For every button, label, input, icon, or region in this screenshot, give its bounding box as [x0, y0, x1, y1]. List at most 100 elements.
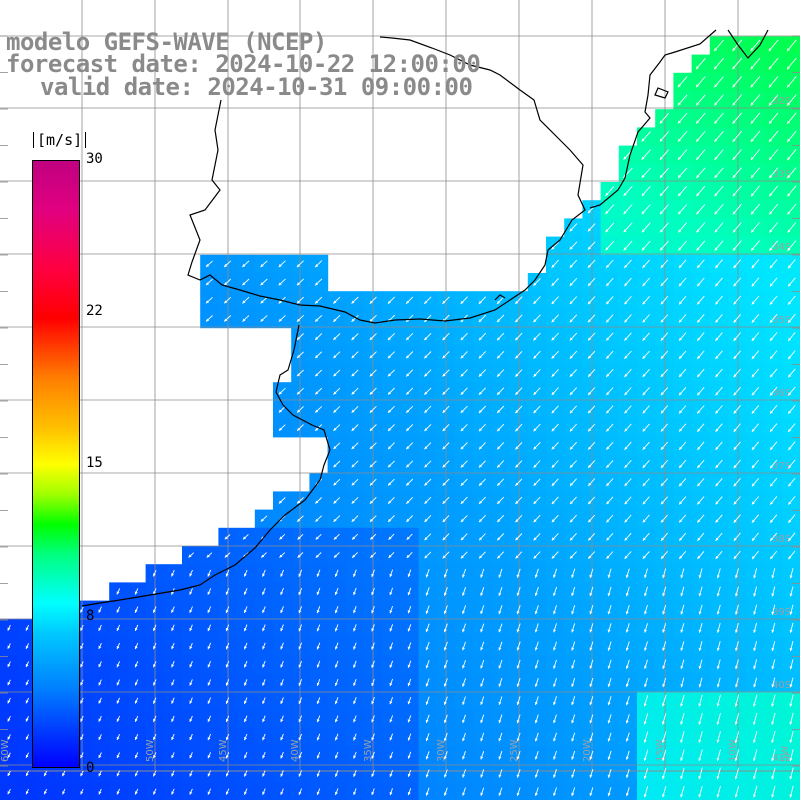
wind-arrow	[768, 222, 779, 233]
valid-date: valid date: 2024-10-31 09:00:00	[40, 73, 473, 101]
wind-arrow	[496, 442, 505, 450]
wind-arrow	[334, 697, 339, 705]
wind-arrow	[787, 332, 796, 342]
wind-arrow	[424, 533, 432, 541]
wind-arrow	[769, 350, 778, 360]
wind-arrow	[189, 569, 193, 577]
wind-arrow	[606, 532, 614, 541]
wind-arrow	[787, 532, 796, 542]
wind-arrow	[407, 697, 412, 705]
wind-arrow	[462, 659, 467, 669]
wind-arrow	[659, 222, 669, 233]
wind-arrow	[462, 769, 466, 778]
coastline	[81, 29, 769, 607]
wind-arrow	[260, 315, 268, 322]
wind-arrow	[714, 185, 724, 197]
wind-arrow	[242, 534, 249, 540]
wind-arrow	[369, 496, 377, 505]
wind-arrow	[533, 441, 541, 450]
wind-arrow	[551, 314, 559, 323]
wind-arrow	[662, 749, 667, 762]
wind-arrow	[116, 697, 121, 704]
wind-arrow	[696, 405, 705, 414]
wind-arrow	[224, 552, 231, 558]
wind-arrow	[789, 749, 794, 762]
wind-arrow	[642, 514, 650, 523]
wind-arrow	[425, 732, 430, 742]
wind-arrow	[624, 551, 632, 560]
wind-arrow	[534, 605, 539, 615]
wind-arrow	[278, 260, 286, 268]
wind-arrow	[333, 442, 341, 450]
wind-arrow	[116, 788, 121, 795]
wind-arrow	[243, 752, 248, 759]
wind-arrow	[696, 332, 705, 342]
wind-arrow	[659, 112, 670, 124]
wind-arrow	[660, 277, 669, 287]
wind-arrow	[387, 515, 395, 523]
wind-arrow	[607, 696, 612, 706]
wind-arrow	[442, 423, 450, 432]
wind-arrow	[696, 459, 705, 469]
wind-arrow	[716, 659, 721, 670]
wind-arrow	[333, 478, 341, 486]
wind-arrow	[751, 350, 760, 360]
wind-arrow	[768, 130, 779, 143]
wind-arrow	[442, 496, 450, 505]
wind-arrow	[587, 259, 596, 269]
wind-arrow	[188, 552, 195, 558]
wind-arrow	[624, 296, 632, 305]
wind-arrow	[786, 112, 797, 125]
lon-label: 5W	[780, 746, 791, 762]
wind-arrow	[732, 94, 743, 106]
wind-arrow	[424, 515, 432, 523]
wind-arrow	[280, 733, 284, 741]
wind-arrow	[624, 441, 632, 451]
wind-arrow	[134, 770, 139, 777]
wind-arrow	[587, 405, 596, 414]
wind-arrow	[644, 623, 648, 633]
wind-arrow	[189, 788, 193, 795]
wind-arrow	[751, 314, 760, 323]
wind-arrow	[533, 423, 541, 432]
wind-arrow	[516, 641, 521, 651]
wind-arrow	[498, 678, 503, 687]
wind-arrow	[677, 167, 688, 179]
wind-arrow	[189, 770, 193, 777]
wind-arrow	[371, 769, 375, 778]
wind-arrow	[116, 661, 121, 668]
wind-arrow	[351, 424, 359, 432]
wind-arrow	[642, 441, 650, 451]
wind-arrow	[789, 694, 794, 707]
wind-arrow	[407, 660, 412, 669]
wind-arrow	[478, 496, 486, 505]
wind-arrow	[733, 314, 741, 323]
wind-arrow	[460, 332, 468, 341]
wind-arrow	[387, 351, 396, 359]
wind-arrow	[496, 296, 505, 305]
wind-arrow	[569, 423, 578, 432]
wind-arrow	[460, 496, 468, 505]
wind-arrow	[442, 351, 450, 359]
wind-arrow	[789, 659, 794, 670]
wind-arrow	[316, 569, 321, 577]
wind-arrow	[225, 770, 230, 777]
wind-arrow	[660, 441, 669, 451]
wind-arrow	[207, 606, 212, 614]
wind-arrow	[625, 641, 630, 651]
wind-arrow	[316, 642, 321, 650]
wind-arrow	[134, 697, 139, 704]
wind-arrow	[662, 731, 667, 743]
wind-arrow	[696, 387, 705, 396]
wind-arrow	[771, 641, 776, 652]
wind-arrow	[569, 241, 578, 250]
wind-arrow	[569, 405, 578, 414]
wind-arrow	[389, 769, 394, 778]
wind-arrow	[171, 606, 175, 613]
wind-arrow	[515, 460, 523, 468]
wind-arrow	[460, 369, 468, 377]
wind-arrow	[771, 586, 776, 597]
wind-arrow	[662, 586, 667, 597]
wind-arrow	[753, 731, 758, 744]
wind-arrow	[405, 296, 414, 305]
